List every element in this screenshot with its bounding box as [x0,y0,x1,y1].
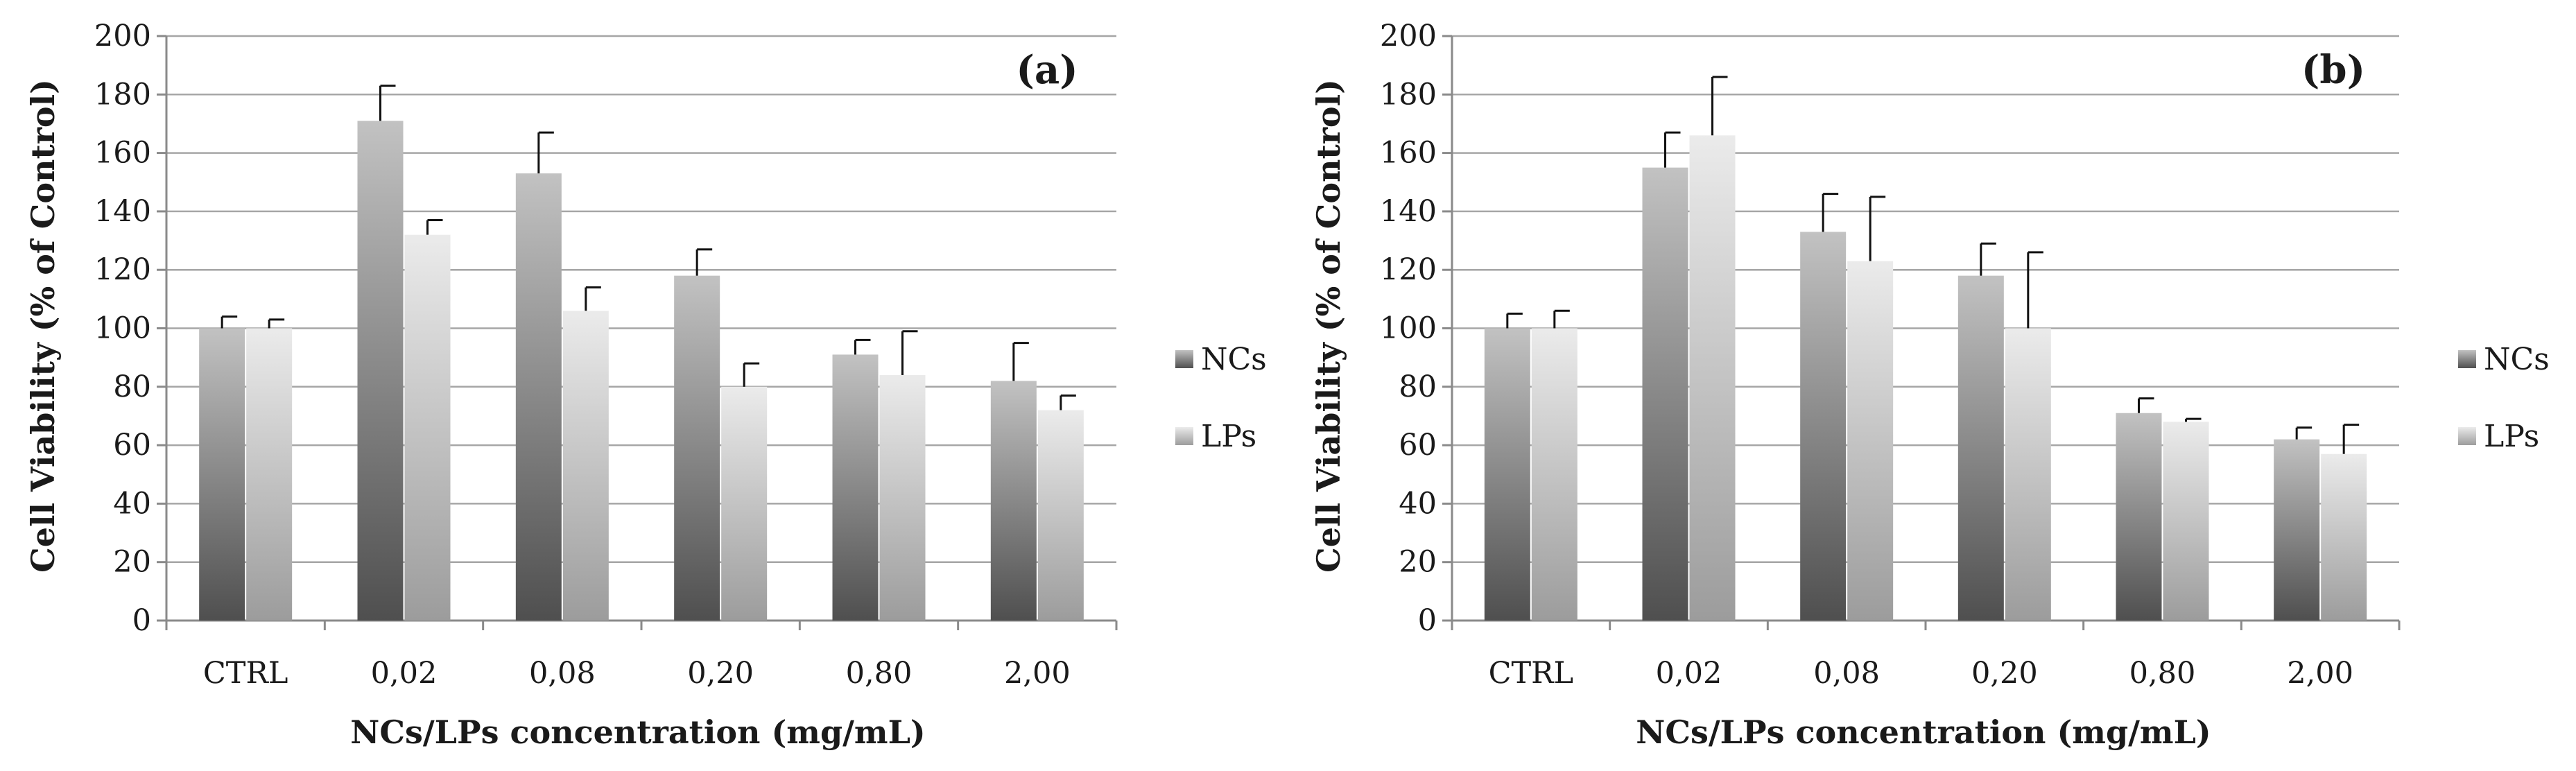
x-tick-label: 0,08 [1813,656,1880,691]
bar-lps-b [1689,135,1736,621]
bar-ncs-b [1957,275,2004,621]
bar-ncs-b [2274,439,2320,621]
bar-lps-b [1531,328,1577,621]
y-tick-label: 20 [113,545,151,580]
x-tick-label: CTRL [203,656,288,691]
bar-lps-b [2321,453,2367,621]
y-tick-label: 160 [94,136,151,171]
bar-ncs-a [357,121,404,621]
legend-label-ncs-a: NCs [1201,342,1267,377]
x-axis-title-a: NCs/LPs concentration (mg/mL) [350,713,925,751]
bar-ncs-b [1800,232,1847,621]
y-axis-title-a: Cell Viability (% of Control) [24,79,62,573]
legend-a: NCs LPs [1175,342,1267,454]
y-tick-label: 20 [1399,545,1437,580]
x-tick-label: CTRL [1489,656,1574,691]
panel-label-b: (b) [2301,47,2365,93]
y-tick-label: 60 [1399,428,1437,462]
x-tick-label: 0,08 [529,656,596,691]
bar-lps-b [2163,422,2209,621]
legend-swatch-ncs-b [2458,350,2476,368]
y-axis-title-b: Cell Viability (% of Control) [1310,79,1347,573]
x-tick-label: 0,80 [846,656,913,691]
x-tick-label: 0,02 [1656,656,1722,691]
x-tick-label: 0,20 [1971,656,2038,691]
x-tick-label: 2,00 [1004,656,1071,691]
chart-panel-b: (b) Cell Viability (% of Control) NCs/LP… [1310,19,2550,751]
bar-lps-b [1847,261,1894,621]
y-tick-label: 180 [94,77,151,112]
y-tick-label: 140 [94,194,151,229]
bar-ncs-b [2116,413,2162,621]
y-tick-label: 140 [1380,194,1437,229]
bar-ncs-a [515,173,562,621]
y-tick-label: 200 [94,19,151,53]
legend-swatch-ncs-a [1175,350,1193,368]
x-tick-label: 0,02 [371,656,438,691]
bar-lps-a [721,386,768,621]
legend-swatch-lps-a [1175,427,1193,445]
bar-ncs-a [199,328,245,621]
legend-label-lps-b: LPs [2484,419,2539,454]
bar-lps-a [562,311,609,621]
y-tick-label: 0 [1418,603,1437,638]
legend-label-ncs-b: NCs [2484,342,2550,377]
bar-lps-a [246,328,293,621]
y-tick-label: 160 [1380,136,1437,171]
panel-label-a: (a) [1016,47,1078,93]
y-tick-label: 100 [1380,311,1437,346]
y-tick-label: 100 [94,311,151,346]
y-tick-label: 120 [94,252,151,287]
y-tick-label: 120 [1380,252,1437,287]
bar-ncs-a [674,275,720,621]
y-tick-label: 80 [1399,370,1437,404]
legend-b: NCs LPs [2458,342,2550,454]
bar-ncs-b [1484,328,1530,621]
bar-lps-b [2005,328,2051,621]
y-tick-label: 180 [1380,77,1437,112]
y-tick-label: 80 [113,370,151,404]
x-axis-title-b: NCs/LPs concentration (mg/mL) [1636,713,2211,751]
x-tick-label: 2,00 [2287,656,2353,691]
x-tick-label: 0,20 [687,656,754,691]
legend-label-lps-a: LPs [1201,419,1256,454]
bar-lps-a [879,374,926,621]
bar-lps-a [1037,410,1084,621]
x-tick-label: 0,80 [2129,656,2196,691]
y-tick-label: 40 [113,486,151,521]
y-tick-label: 200 [1380,19,1437,53]
chart-panel-a: (a) Cell Viability (% of Control) NCs/LP… [24,19,1267,751]
bar-lps-a [404,234,451,621]
y-tick-label: 0 [132,603,151,638]
bar-ncs-a [990,381,1037,621]
bar-ncs-a [832,354,879,621]
bar-ncs-b [1642,167,1688,621]
y-tick-label: 40 [1399,486,1437,521]
y-tick-label: 60 [113,428,151,462]
legend-swatch-lps-b [2458,427,2476,445]
